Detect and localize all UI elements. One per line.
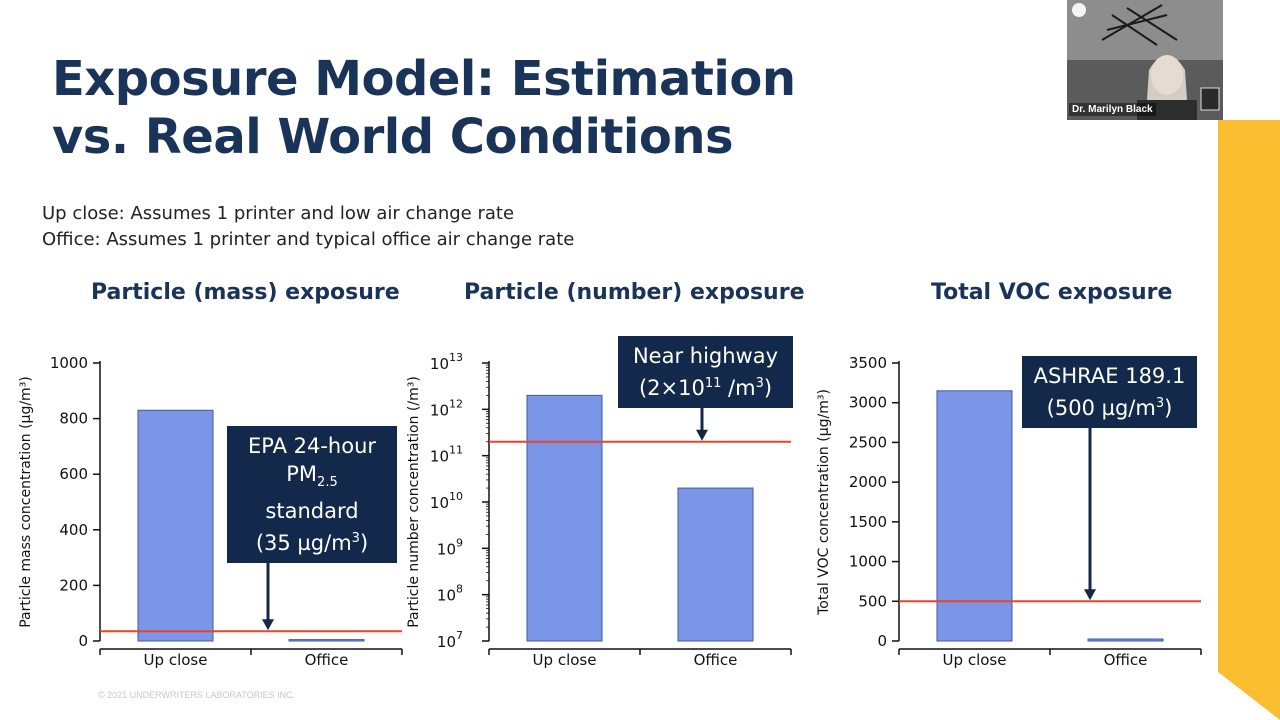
callout-arrowhead [696,429,708,441]
chart-total-voc: Up close Office 0 500 1000 1500 2000 2500 3000 35… [816,354,1202,669]
y-axis-label: Total VOC concentration (µg/m³) [816,389,832,616]
subtitle-line-2: Office: Assumes 1 printer and typical of… [42,229,575,250]
x-tick-label: Office [1104,651,1148,669]
participant-name: Dr. Marilyn Black [1069,103,1156,116]
bar-up-close [936,390,1013,642]
y-tick-label: 800 [59,410,88,428]
chart-title-voc: Total VOC exposure [931,280,1173,305]
y-tick-label: 3000 [849,394,887,412]
y-tick-label: 3500 [849,354,887,372]
copyright-notice: © 2021 UNDERWRITERS LABORATORIES INC. [98,690,296,700]
y-tick-label: 600 [59,465,88,483]
y-tick-label: 0 [877,632,887,650]
bar-office [288,639,365,642]
x-tick-label: Up close [533,651,597,669]
callout-highway-line2: (2×1011 /m3) [638,376,773,400]
y-tick-label: 107 [437,629,463,651]
y-tick-label: 108 [437,583,463,605]
callout-epa-standard: EPA 24-hour PM2.5 standard (35 µg/m3) [227,426,397,564]
bar-up-close [137,409,214,642]
y-tick-label: 1011 [430,444,463,466]
callout-highway-line1: Near highway [632,344,779,368]
video-feed [1067,0,1223,120]
slide-title: Exposure Model: Estimation vs. Real Worl… [52,50,796,166]
y-tick-label: 1000 [849,553,887,571]
y-tick-label: 0 [78,632,88,650]
x-tick-label: Office [305,651,349,669]
y-tick-label: 1000 [50,354,88,372]
callout-epa-line1: EPA 24-hour [247,434,377,458]
chart-title-mass: Particle (mass) exposure [91,280,400,305]
subtitle-line-1: Up close: Assumes 1 printer and low air … [42,203,515,224]
callout-arrowhead [262,619,274,631]
callout-arrowhead [1084,589,1096,601]
callout-near-highway: Near highway (2×1011 /m3) [618,336,793,408]
accent-stripe [1218,120,1280,720]
x-tick-label: Up close [943,651,1007,669]
callout-ashrae-line2: (500 µg/m3) [1046,396,1173,420]
x-tick-label: Office [694,651,738,669]
y-axis-label: Particle mass concentration (µg/m³) [18,376,34,628]
y-tick-label: 500 [858,592,887,610]
chart-particle-mass: Up close Office 0 200 400 600 800 1000 Particle … [18,354,403,669]
y-tick-label: 1013 [430,351,463,373]
y-tick-label: 400 [59,521,88,539]
callout-epa-line3: standard [265,499,359,524]
x-tick-label: Up close [144,651,208,669]
bar-up-close [526,394,603,642]
callout-ashrae: ASHRAE 189.1 (500 µg/m3) [1022,356,1197,428]
callout-epa-line2: PM2.5 [286,462,338,491]
bar-office [677,487,754,642]
bar-office [1087,638,1164,642]
y-tick-label: 109 [437,536,463,558]
slide-subtitle: Up close: Assumes 1 printer and low air … [42,201,574,253]
y-axis-label: Particle number concentration (/m³) [406,376,422,628]
callout-epa-line4: (35 µg/m3) [255,531,369,556]
callout-ashrae-line1: ASHRAE 189.1 [1033,364,1186,388]
y-tick-label: 2000 [849,473,887,491]
y-tick-label: 1500 [849,513,887,531]
y-tick-label: 1010 [430,490,463,512]
slide-title-line2: vs. Real World Conditions [52,109,734,165]
y-tick-label: 200 [59,576,88,594]
chart-title-number: Particle (number) exposure [464,280,805,305]
y-tick-label: 2500 [849,433,887,451]
y-tick-label: 1012 [430,397,463,419]
participant-video-tile[interactable]: Dr. Marilyn Black [1067,0,1223,120]
chart-particle-number: Up close Office 107 108 109 1010 1011 1012 1013 P… [406,351,792,669]
slide-title-line1: Exposure Model: Estimation [52,51,796,107]
